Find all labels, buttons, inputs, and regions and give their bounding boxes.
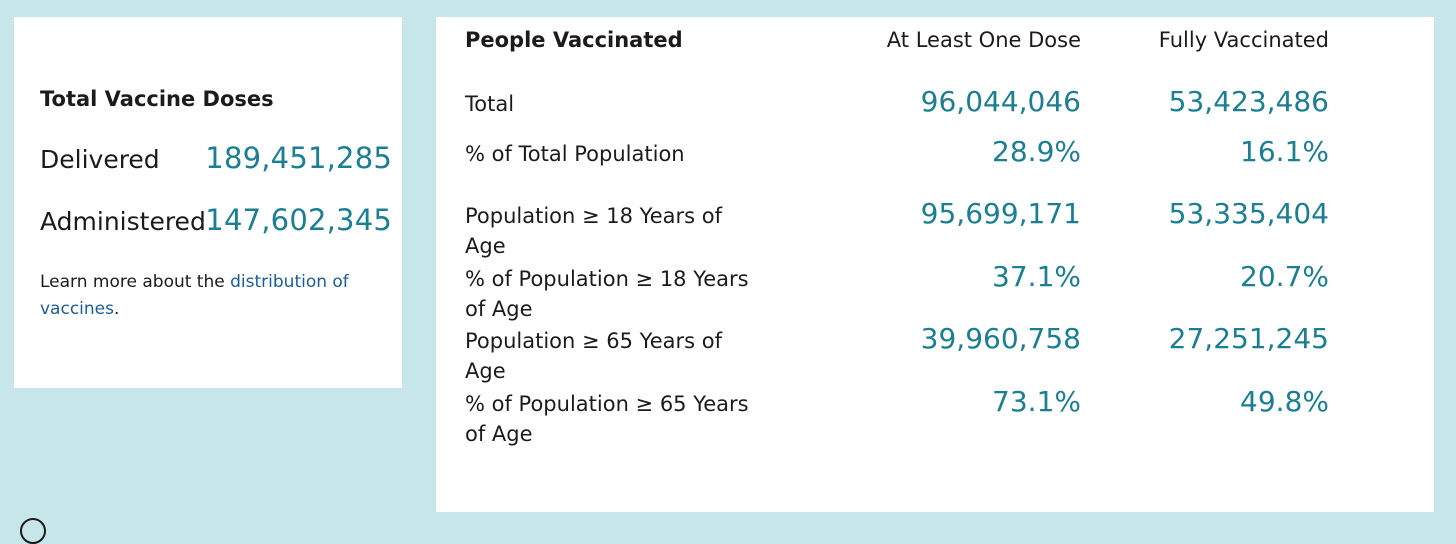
circle-icon xyxy=(20,518,46,544)
learn-more-text: Learn more about the distribution of vac… xyxy=(40,269,370,323)
at-least-one-dose-header: At Least One Dose xyxy=(886,28,1081,52)
distribution-of-vaccines-link[interactable]: distribution of vaccines xyxy=(40,272,349,319)
pop-65-one-dose-value: 39,960,758 xyxy=(920,322,1081,355)
learn-more-suffix: . xyxy=(114,299,120,319)
doses-title: Total Vaccine Doses xyxy=(40,87,274,111)
row-label-pct-population-65-plus: % of Population ≥ 65 Years of Age xyxy=(465,392,749,446)
delivered-value: 189,451,285 xyxy=(205,141,392,175)
learn-more-prefix: Learn more about the xyxy=(40,272,231,292)
row-label-population-65-plus: Population ≥ 65 Years of Age xyxy=(465,329,722,383)
row-label-total: Total xyxy=(465,92,515,116)
people-vaccinated-title: People Vaccinated xyxy=(465,28,683,52)
row-label-pct-population-18-plus: % of Population ≥ 18 Years of Age xyxy=(465,267,749,321)
fully-vaccinated-header: Fully Vaccinated xyxy=(1158,28,1329,52)
total-one-dose-value: 96,044,046 xyxy=(920,85,1081,118)
pct-18-one-dose-value: 37.1% xyxy=(992,260,1081,293)
row-label-population-18-plus: Population ≥ 18 Years of Age xyxy=(465,204,722,258)
administered-label: Administered xyxy=(40,207,206,236)
total-fully-value: 53,423,486 xyxy=(1168,85,1329,118)
pop-18-one-dose-value: 95,699,171 xyxy=(920,197,1081,230)
pct-18-fully-value: 20.7% xyxy=(1240,260,1329,293)
pop-18-fully-value: 53,335,404 xyxy=(1168,197,1329,230)
row-label-pct-total-population: % of Total Population xyxy=(465,142,685,166)
pct-total-fully-value: 16.1% xyxy=(1240,135,1329,168)
pct-total-one-dose-value: 28.9% xyxy=(992,135,1081,168)
pct-65-one-dose-value: 73.1% xyxy=(992,385,1081,418)
total-vaccine-doses-card: Total Vaccine Doses Delivered 189,451,28… xyxy=(14,17,402,388)
pop-65-fully-value: 27,251,245 xyxy=(1168,322,1329,355)
pct-65-fully-value: 49.8% xyxy=(1240,385,1329,418)
administered-value: 147,602,345 xyxy=(205,203,392,237)
people-vaccinated-card: People Vaccinated At Least One Dose Full… xyxy=(436,17,1434,512)
delivered-label: Delivered xyxy=(40,145,160,174)
